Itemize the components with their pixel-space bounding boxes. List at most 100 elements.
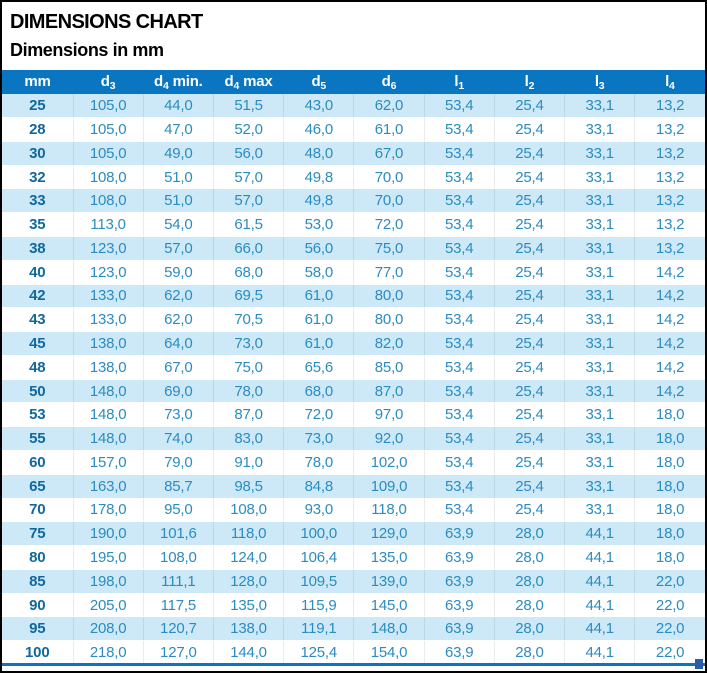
cell-value: 148,0 [73, 402, 144, 428]
cell-value: 118,0 [353, 498, 425, 523]
cell-value: 119,1 [283, 616, 355, 642]
cell-value: 33,1 [564, 284, 636, 309]
cell-value: 87,0 [353, 379, 425, 404]
column-header-suffix: max [239, 73, 273, 91]
cell-value: 79,0 [143, 450, 214, 475]
cell-value: 75,0 [353, 236, 425, 261]
cell-size-mm: 100 [2, 640, 74, 666]
cell-value: 118,0 [213, 521, 285, 547]
cell-value: 52,0 [213, 117, 285, 142]
cell-size-mm: 80 [2, 545, 74, 570]
cell-value: 108,0 [213, 498, 285, 523]
cell-value: 14,2 [634, 260, 705, 285]
cell-value: 70,0 [353, 165, 425, 190]
cell-value: 33,1 [564, 426, 636, 452]
cell-value: 85,0 [353, 355, 425, 380]
cell-value: 25,4 [494, 188, 566, 214]
cell-value: 57,0 [143, 236, 214, 261]
cell-value: 13,2 [634, 188, 705, 214]
cell-value: 61,0 [283, 331, 355, 356]
cell-value: 18,0 [634, 450, 705, 475]
cell-size-mm: 38 [2, 236, 74, 261]
cell-value: 53,4 [424, 236, 495, 261]
cell-value: 73,0 [283, 426, 355, 452]
cell-size-mm: 60 [2, 450, 74, 475]
cell-value: 13,2 [634, 117, 705, 142]
cell-value: 67,0 [143, 355, 214, 380]
title-block: DIMENSIONS CHART Dimensions in mm [2, 2, 705, 61]
cell-size-mm: 42 [2, 284, 74, 309]
cell-value: 53,4 [424, 188, 495, 214]
cell-value: 28,0 [494, 569, 566, 594]
column-header-base: l [524, 73, 529, 91]
cell-value: 33,1 [564, 165, 636, 190]
column-header-d4-min-: d4 min. [143, 69, 214, 94]
cell-value: 33,1 [564, 141, 636, 166]
column-header-base: l [454, 73, 459, 91]
table-row: 35 113,0 54,0 61,5 53,0 72,0 53,4 25,4 33,1 13,2 [2, 212, 705, 237]
cell-value: 80,0 [353, 284, 425, 309]
cell-value: 25,4 [494, 117, 566, 142]
column-header-subscript: 4 [233, 80, 240, 93]
cell-value: 25,4 [494, 331, 566, 356]
cell-value: 14,2 [634, 355, 705, 380]
cell-value: 85,7 [143, 474, 214, 499]
cell-value: 13,2 [634, 141, 705, 166]
cell-value: 72,0 [283, 402, 355, 428]
cell-value: 56,0 [213, 141, 285, 166]
cell-value: 72,0 [353, 212, 425, 237]
cell-value: 22,0 [634, 616, 705, 642]
cell-value: 53,4 [424, 165, 495, 190]
cell-value: 33,1 [564, 474, 636, 499]
cell-value: 144,0 [213, 640, 285, 666]
cell-value: 54,0 [143, 212, 214, 237]
cell-value: 109,0 [353, 474, 425, 499]
cell-value: 145,0 [353, 593, 425, 618]
cell-value: 68,0 [213, 260, 285, 285]
cell-value: 53,4 [424, 379, 495, 404]
cell-value: 138,0 [73, 355, 144, 380]
cell-value: 92,0 [353, 426, 425, 452]
cell-value: 33,1 [564, 236, 636, 261]
cell-value: 63,9 [424, 569, 495, 594]
cell-value: 47,0 [143, 117, 214, 142]
cell-value: 25,4 [494, 379, 566, 404]
cell-value: 33,1 [564, 331, 636, 356]
column-header-subscript: 4 [669, 80, 675, 93]
cell-value: 123,0 [73, 236, 144, 261]
cell-value: 100,0 [283, 521, 355, 547]
cell-size-mm: 75 [2, 521, 74, 547]
column-header-base: d [381, 73, 391, 91]
table-row: 60 157,0 79,0 91,0 78,0 102,0 53,4 25,4 33,1 18,0 [2, 450, 705, 475]
cell-value: 56,0 [283, 236, 355, 261]
table-row: 25 105,0 44,0 51,5 43,0 62,0 53,4 25,4 33,1 13,2 [2, 93, 705, 119]
cell-value: 113,0 [73, 212, 144, 237]
cell-value: 33,1 [564, 93, 636, 119]
table-row: 40 123,0 59,0 68,0 58,0 77,0 53,4 25,4 33,1 14,2 [2, 260, 705, 285]
table-row: 43 133,0 62,0 70,5 61,0 80,0 53,4 25,4 33,1 14,2 [2, 307, 705, 333]
table-row: 65 163,0 85,7 98,5 84,8 109,0 53,4 25,4 33,1 18,0 [2, 474, 705, 499]
page-title: DIMENSIONS CHART [10, 11, 203, 33]
cell-value: 53,4 [424, 284, 495, 309]
cell-value: 44,0 [143, 93, 214, 119]
cell-value: 25,4 [494, 236, 566, 261]
cell-value: 61,0 [283, 307, 355, 333]
cell-size-mm: 53 [2, 402, 74, 428]
cell-value: 73,0 [143, 402, 214, 428]
cell-value: 78,0 [213, 379, 285, 404]
cell-value: 14,2 [634, 284, 705, 309]
cell-value: 65,6 [283, 355, 355, 380]
column-header-base: d [154, 73, 163, 91]
cell-value: 13,2 [634, 93, 705, 119]
page-subtitle: Dimensions in mm [10, 40, 164, 60]
cell-value: 13,2 [634, 165, 705, 190]
cell-value: 62,0 [143, 284, 214, 309]
cell-value: 63,9 [424, 521, 495, 547]
cell-value: 102,0 [353, 450, 425, 475]
cell-value: 133,0 [73, 307, 144, 333]
column-header-l3: l3 [564, 69, 635, 94]
cell-value: 74,0 [143, 426, 214, 452]
cell-value: 135,0 [353, 545, 425, 570]
cell-value: 22,0 [634, 593, 705, 618]
column-header-subscript: 4 [162, 80, 169, 93]
